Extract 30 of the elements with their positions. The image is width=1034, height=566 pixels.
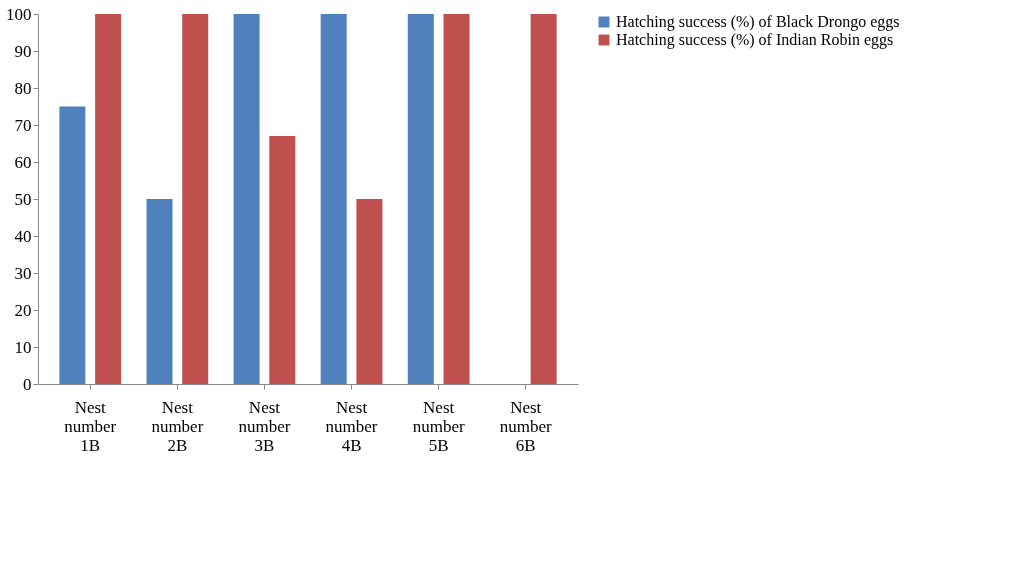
x-tick-label: Nest number 5B bbox=[412, 397, 465, 455]
x-tick-label: Nest number 3B bbox=[238, 397, 291, 455]
legend-label: Hatching success (%) of Black Drongo eggs bbox=[616, 13, 900, 31]
y-tick-label: 90 bbox=[14, 41, 32, 61]
bar bbox=[320, 14, 347, 384]
bar bbox=[530, 14, 557, 384]
bar bbox=[233, 14, 260, 384]
bar bbox=[146, 199, 173, 384]
x-tick-label: Nest number 4B bbox=[325, 397, 378, 455]
x-tick-label: Nest number 1B bbox=[64, 397, 117, 455]
bar bbox=[356, 199, 383, 384]
y-tick-label: 50 bbox=[14, 189, 32, 209]
bar bbox=[407, 14, 434, 384]
bar bbox=[95, 14, 122, 384]
bar bbox=[269, 136, 296, 384]
y-tick-label: 0 bbox=[23, 374, 32, 394]
y-tick-label: 10 bbox=[14, 337, 32, 357]
y-tick-label: 40 bbox=[14, 226, 32, 246]
x-tick-label: Nest number 2B bbox=[151, 397, 204, 455]
y-tick-label: 70 bbox=[14, 115, 32, 135]
y-tick-label: 80 bbox=[14, 78, 32, 98]
y-tick-label: 20 bbox=[14, 300, 32, 320]
bar bbox=[182, 14, 209, 384]
y-tick-label: 60 bbox=[14, 152, 32, 172]
legend-label: Hatching success (%) of Indian Robin eggs bbox=[616, 31, 894, 49]
bar bbox=[443, 14, 470, 384]
y-tick-label: 100 bbox=[6, 4, 32, 24]
y-tick-label: 30 bbox=[14, 263, 32, 283]
x-tick-label: Nest number 6B bbox=[499, 397, 553, 455]
bar bbox=[59, 106, 86, 384]
